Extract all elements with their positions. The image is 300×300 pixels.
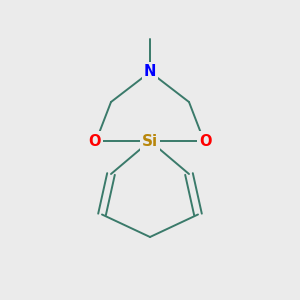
Text: N: N bbox=[144, 64, 156, 80]
Text: O: O bbox=[199, 134, 212, 148]
Text: Si: Si bbox=[142, 134, 158, 148]
Text: O: O bbox=[88, 134, 101, 148]
